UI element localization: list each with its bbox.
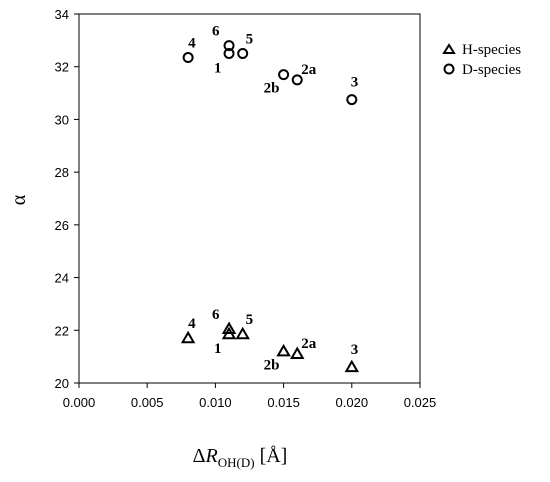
point-label: 2b (264, 81, 280, 97)
y-tick-label: 20 (55, 376, 69, 391)
h-species-point (276, 343, 291, 357)
point-label: 3 (351, 75, 359, 91)
y-tick-label: 28 (55, 165, 69, 180)
x-tick-label: 0.025 (404, 395, 437, 410)
x-tick-label: 0.010 (199, 395, 232, 410)
legend-d-species: D-species (462, 62, 521, 78)
point-label: 4 (188, 316, 196, 332)
d-species-point (237, 48, 249, 60)
point-label: 3 (351, 342, 359, 358)
x-tick-label: 0.020 (336, 395, 369, 410)
point-label: 2b (264, 357, 280, 373)
plot-frame (78, 13, 421, 384)
y-tick-label: 26 (55, 218, 69, 233)
d-species-point (182, 51, 194, 63)
y-tick-label: 30 (55, 112, 69, 127)
x-tick-label: 0.015 (267, 395, 300, 410)
point-label: 5 (246, 32, 254, 48)
x-axis-label-unit: [Å] (255, 445, 288, 467)
x-axis-label-subscript: OH(D) (218, 455, 255, 470)
y-tick-label: 22 (55, 323, 69, 338)
d-species-point (278, 69, 290, 81)
d-species-point (346, 94, 358, 106)
legend-circle-icon (443, 63, 455, 75)
h-species-point (290, 346, 305, 360)
h-species-point (235, 326, 250, 340)
h-species-point (180, 330, 196, 344)
x-axis-label-variable: R (205, 445, 218, 467)
d-species-point (291, 74, 303, 86)
x-axis-ticks: 0.000 0.005 0.010 0.015 0.020 0.025 (63, 383, 437, 410)
y-axis-ticks: 20 22 24 26 28 30 32 34 (55, 7, 79, 391)
x-tick-label: 0.000 (63, 395, 96, 410)
legend-triangle-icon (442, 43, 456, 54)
point-label: 5 (246, 312, 254, 328)
point-label: 4 (188, 35, 196, 51)
legend-h-species: H-species (462, 42, 521, 58)
y-tick-label: 32 (55, 60, 69, 75)
h-species-point (221, 321, 237, 334)
x-axis-label-prefix: Δ (193, 445, 206, 467)
point-label: 6 (212, 307, 220, 323)
h-species-point (344, 359, 360, 373)
y-tick-label: 34 (55, 7, 69, 22)
x-axis-label: ΔROH(D) [Å] (193, 445, 288, 470)
point-label: 1 (214, 341, 222, 357)
point-label: 2a (301, 62, 317, 78)
d-species-point (223, 40, 235, 52)
data-points (180, 40, 360, 373)
legend: H-species D-species (442, 42, 521, 78)
x-tick-label: 0.005 (131, 395, 164, 410)
point-label: 6 (212, 24, 220, 40)
point-label: 2a (301, 336, 317, 352)
d-species-point (223, 48, 235, 60)
point-labels: 1 2a 2b 3 4 5 6 1 2a 2b 3 4 5 6 (188, 24, 358, 374)
point-label: 1 (214, 61, 222, 77)
y-axis-label: α (8, 194, 30, 205)
y-tick-label: 24 (55, 271, 69, 286)
